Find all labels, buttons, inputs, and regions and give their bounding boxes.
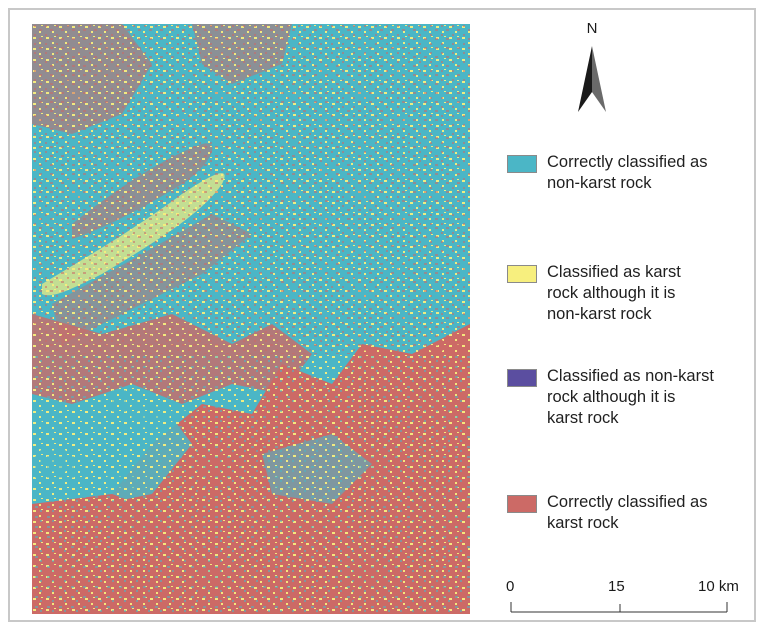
legend-label: Classified as non-karst rock although it…	[547, 367, 714, 427]
scale-tick-label-end: 10 km	[698, 578, 739, 595]
legend-swatch	[507, 155, 537, 173]
scale-bar-line	[510, 602, 728, 613]
scale-bar: 0 15 10 km	[500, 578, 740, 618]
north-arrow-icon	[578, 46, 606, 112]
north-arrow: N	[570, 20, 614, 120]
legend-swatch	[507, 369, 537, 387]
legend-swatch	[507, 495, 537, 513]
legend-label: Correctly classified as non-karst rock	[547, 153, 708, 192]
scale-tick-label-start: 0	[506, 578, 515, 595]
scale-tick-label-mid: 15	[608, 578, 625, 595]
legend-label: Classified as karst rock although it is …	[547, 263, 681, 323]
north-label: N	[586, 20, 598, 37]
classification-map	[32, 24, 470, 614]
legend-swatch	[507, 265, 537, 283]
legend-label: Correctly classified as karst rock	[547, 493, 708, 532]
